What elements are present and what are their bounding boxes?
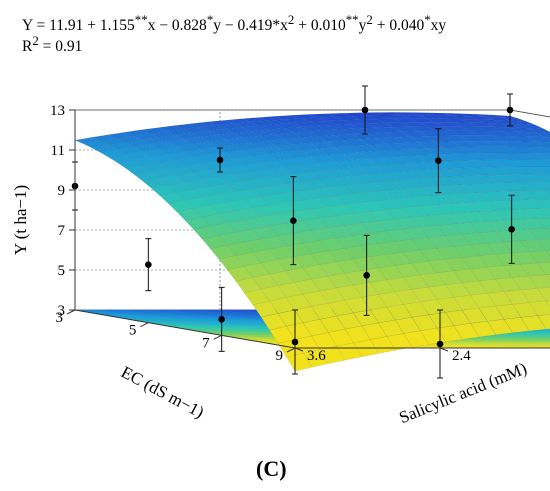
z-tick-label: 11 — [51, 143, 65, 159]
wall-gridline — [75, 109, 550, 118]
x-tick — [286, 347, 296, 353]
data-point — [361, 106, 369, 114]
response-surface — [74, 112, 550, 372]
data-point — [290, 217, 297, 224]
y-tick — [439, 347, 449, 352]
axis-ticks: 35791113357901.22.43.6 — [50, 103, 550, 364]
data-point — [506, 106, 514, 114]
x-tick-label: 7 — [202, 335, 210, 351]
data-point — [436, 340, 444, 348]
x-tick-label: 9 — [276, 348, 284, 364]
data-point — [363, 272, 370, 279]
x-tick-label: 3 — [56, 310, 64, 326]
z-tick-label: 13 — [50, 103, 65, 119]
data-point — [216, 156, 224, 164]
x-axis-title: EC (dS m−1) — [118, 362, 207, 421]
x-tick-label: 5 — [129, 323, 137, 339]
regression-equation: Y = 11.91 + 1.155**x − 0.828*y − 0.419*x… — [22, 12, 447, 35]
r-squared-label: R2 = 0.91 — [22, 33, 83, 56]
panel-label: (C) — [256, 456, 287, 481]
x-tick — [66, 309, 76, 315]
z-axis-title: Y (t ha−1) — [11, 185, 30, 255]
y-tick-label: 2.4 — [452, 348, 471, 364]
z-tick-label: 9 — [58, 183, 66, 199]
data-point — [218, 316, 225, 323]
data-point — [291, 338, 299, 346]
observed-points — [71, 85, 515, 379]
data-point — [508, 226, 515, 233]
z-tick-label: 3 — [58, 303, 66, 319]
y-axis-title: Salicylic acid (mM) — [396, 359, 529, 428]
y-tick-label: 3.6 — [307, 348, 326, 364]
data-point — [145, 261, 152, 268]
x-tick — [140, 322, 149, 328]
z-tick-label: 7 — [58, 223, 66, 239]
y-tick — [294, 347, 304, 352]
x-tick — [213, 334, 222, 340]
z-tick-label: 5 — [58, 263, 66, 279]
data-point — [435, 157, 442, 164]
